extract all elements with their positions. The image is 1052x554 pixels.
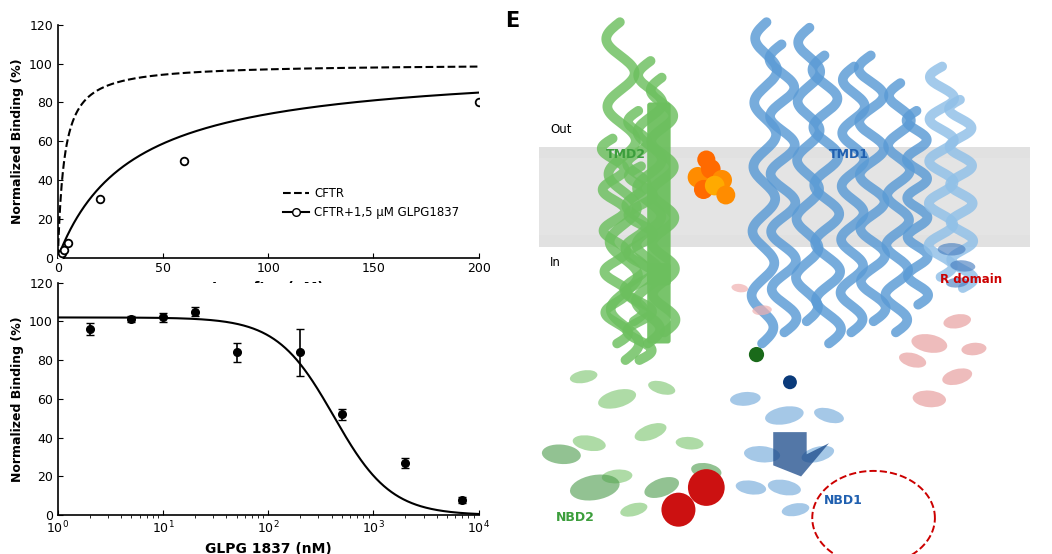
FancyBboxPatch shape	[539, 147, 1030, 247]
Ellipse shape	[645, 477, 679, 498]
Ellipse shape	[765, 406, 804, 425]
Ellipse shape	[814, 408, 844, 423]
Ellipse shape	[570, 475, 620, 500]
Ellipse shape	[937, 243, 966, 255]
X-axis label: GLPG 1837 (nM): GLPG 1837 (nM)	[205, 542, 331, 554]
Point	[703, 165, 720, 173]
Ellipse shape	[911, 334, 947, 353]
Text: R domain: R domain	[940, 273, 1003, 285]
Point	[670, 505, 687, 514]
Ellipse shape	[570, 370, 598, 383]
Polygon shape	[773, 432, 829, 476]
Legend: CFTR, CFTR+1,5 μM GLPG1837: CFTR, CFTR+1,5 μM GLPG1837	[278, 182, 464, 224]
Point	[713, 176, 730, 184]
Point	[782, 378, 798, 387]
Point	[717, 191, 734, 199]
Point	[706, 181, 723, 190]
FancyBboxPatch shape	[539, 158, 1030, 235]
FancyBboxPatch shape	[647, 263, 670, 343]
Point	[748, 350, 765, 359]
Ellipse shape	[731, 284, 748, 293]
Text: E: E	[506, 11, 520, 31]
Ellipse shape	[950, 260, 975, 271]
Ellipse shape	[735, 480, 766, 495]
Ellipse shape	[730, 392, 761, 406]
Ellipse shape	[946, 278, 968, 288]
FancyBboxPatch shape	[647, 102, 670, 285]
Ellipse shape	[648, 381, 675, 395]
Point	[695, 185, 712, 194]
Ellipse shape	[768, 480, 801, 495]
Ellipse shape	[691, 463, 722, 479]
Ellipse shape	[962, 343, 987, 355]
Point	[697, 483, 714, 492]
Ellipse shape	[675, 437, 704, 449]
Ellipse shape	[943, 368, 972, 385]
Ellipse shape	[782, 503, 809, 516]
Ellipse shape	[542, 444, 581, 464]
Ellipse shape	[913, 391, 946, 407]
Text: Out: Out	[550, 123, 571, 136]
Text: In: In	[550, 256, 561, 269]
Ellipse shape	[752, 305, 772, 315]
Ellipse shape	[621, 502, 647, 517]
Point	[689, 173, 706, 182]
Y-axis label: Normalized Binding (%): Normalized Binding (%)	[11, 59, 23, 224]
X-axis label: Ivacaftor (nM): Ivacaftor (nM)	[213, 281, 324, 295]
Ellipse shape	[744, 446, 781, 463]
Ellipse shape	[899, 352, 926, 368]
Text: TMD1: TMD1	[829, 148, 869, 161]
Ellipse shape	[572, 435, 606, 451]
Text: NBD2: NBD2	[555, 511, 594, 524]
Ellipse shape	[944, 314, 971, 329]
Text: TMD2: TMD2	[606, 148, 646, 161]
Ellipse shape	[634, 423, 667, 441]
Ellipse shape	[602, 469, 632, 484]
Ellipse shape	[802, 446, 834, 463]
Ellipse shape	[599, 389, 636, 409]
Point	[697, 155, 714, 164]
Text: NBD1: NBD1	[824, 494, 863, 507]
Y-axis label: Normalized Binding (%): Normalized Binding (%)	[11, 316, 23, 481]
